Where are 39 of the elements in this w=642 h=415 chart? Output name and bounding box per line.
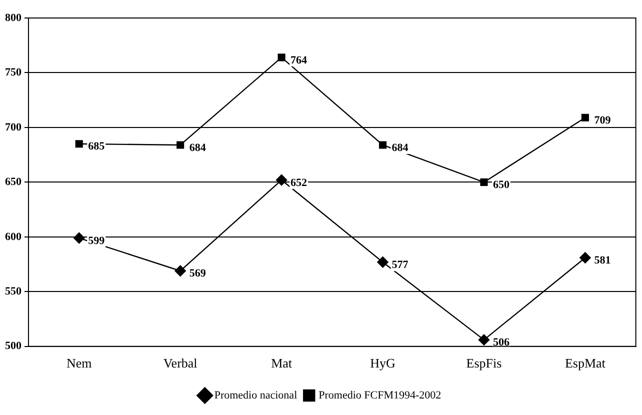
point xyxy=(176,141,184,149)
point xyxy=(278,54,286,62)
data-label: 684 xyxy=(189,142,206,154)
data-label: 650 xyxy=(492,179,510,192)
data-label: 684 xyxy=(392,142,409,154)
data-label: 581 xyxy=(594,254,611,267)
y-tick-label: 550 xyxy=(5,286,22,298)
point xyxy=(174,265,186,276)
data-label: 709 xyxy=(594,114,612,126)
data-label: 685 xyxy=(88,140,106,153)
point xyxy=(378,141,387,149)
y-tick-label: 700 xyxy=(5,121,22,134)
data-label: 652 xyxy=(290,176,308,189)
data-label: 506 xyxy=(492,336,510,349)
x-tick-label: HyG xyxy=(370,356,396,371)
point xyxy=(480,178,488,186)
x-tick-label: EspMat xyxy=(564,356,606,371)
y-tick-label: 750 xyxy=(5,66,22,79)
y-tick-label: 600 xyxy=(5,230,22,243)
data-label: 569 xyxy=(189,268,206,280)
x-tick-label: Nem xyxy=(66,356,92,371)
data-label: 577 xyxy=(392,258,409,271)
point xyxy=(580,252,591,264)
data-label: 599 xyxy=(88,234,106,247)
y-tick-label: 650 xyxy=(5,176,22,188)
data-label: 764 xyxy=(290,54,308,66)
legend-label: Promedio FCFM1994-2002 xyxy=(318,389,442,402)
x-tick-label: EspFis xyxy=(466,356,502,371)
point xyxy=(478,334,490,346)
point xyxy=(276,174,288,186)
y-tick-label: 500 xyxy=(5,340,22,352)
point xyxy=(74,232,85,244)
point xyxy=(377,256,388,268)
point xyxy=(75,140,83,148)
y-tick-label: 800 xyxy=(5,12,22,24)
legend-label: Promedio nacional xyxy=(214,389,298,402)
x-tick-label: Mat xyxy=(271,356,292,371)
x-tick-label: Verbal xyxy=(163,356,198,371)
point xyxy=(581,114,589,122)
